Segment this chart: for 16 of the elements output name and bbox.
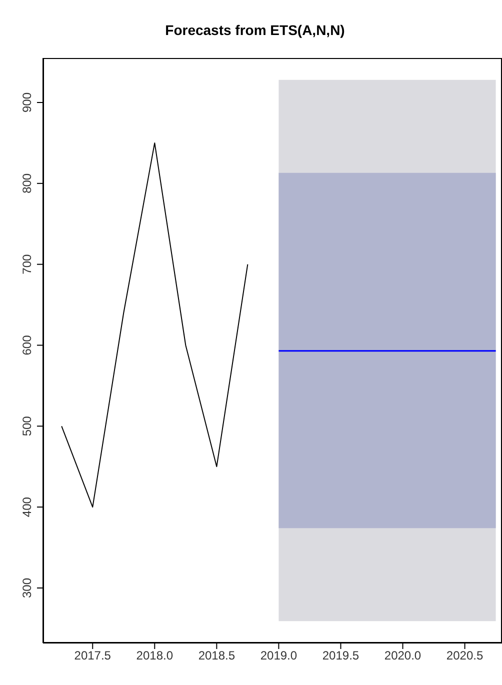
y-tick-label: 800 — [20, 173, 34, 194]
x-tick-label: 2018.5 — [198, 648, 236, 663]
x-tick-label: 2017.5 — [74, 648, 112, 663]
y-tick-label: 700 — [20, 254, 34, 274]
x-tick-label: 2019.5 — [322, 648, 360, 663]
y-tick-label: 600 — [20, 334, 34, 356]
y-tick-label: 900 — [20, 92, 34, 113]
chart-title: Forecasts from ETS(A,N,N) — [164, 22, 346, 38]
line-series — [61, 142, 248, 508]
x-tick-label: 2019.0 — [260, 648, 298, 663]
x-tick-label: 2020.0 — [384, 648, 422, 663]
y-tick-label: 400 — [20, 496, 34, 518]
x-tick-label: 2018.0 — [136, 648, 174, 663]
y-tick-label: 300 — [20, 578, 34, 598]
x-tick-label: 2020.5 — [446, 648, 484, 663]
y-tick-label: 500 — [20, 416, 34, 436]
